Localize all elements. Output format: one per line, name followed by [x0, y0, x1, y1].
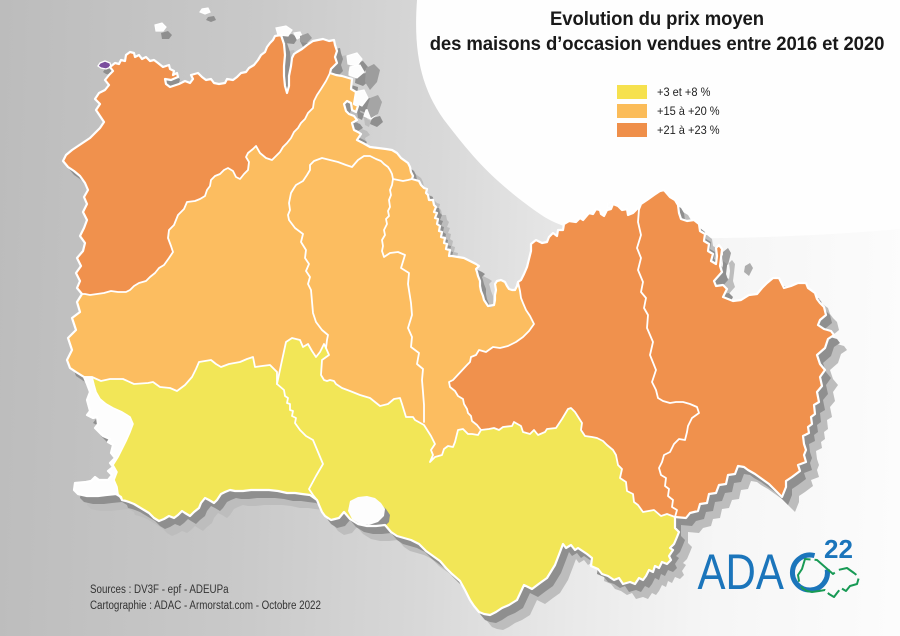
svg-text:ADA: ADA	[698, 544, 785, 600]
svg-text:22: 22	[824, 534, 853, 564]
